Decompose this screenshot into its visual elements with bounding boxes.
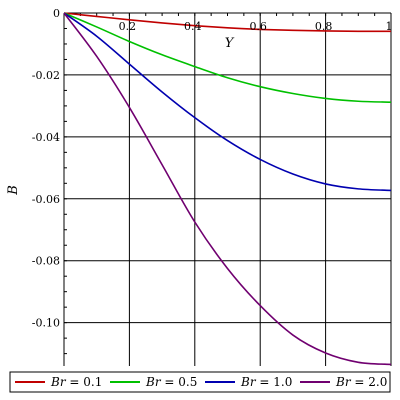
grid — [64, 12, 392, 366]
x-tick-label: 0.4 — [184, 20, 202, 33]
legend-box — [9, 371, 391, 393]
series-line — [63, 12, 392, 192]
legend-value: = 2.0 — [351, 375, 388, 389]
legend-entry: Br = 0.5 — [145, 375, 197, 389]
x-tick-label: 0.2 — [119, 20, 137, 33]
tick-labels: 0.2 0.4 0.6 0.8 1 0 -0.02 -0.04 -0.06 -0.08 -0.10 — [32, 7, 393, 330]
legend-value: = 1.0 — [256, 375, 293, 389]
y-axis-label: B — [6, 185, 21, 196]
legend: Br = 0.1 Br = 0.5 Br = 1.0 Br = 2.0 — [9, 371, 391, 393]
legend-entry: Br = 2.0 — [335, 375, 387, 389]
y-tick-label: -0.10 — [32, 317, 60, 330]
legend-entry: Br = 1.0 — [240, 375, 292, 389]
x-tick-label: 0.8 — [315, 20, 333, 33]
y-tick-label: 0 — [53, 7, 60, 20]
legend-entry: Br = 0.1 — [50, 375, 102, 389]
y-tick-label: -0.08 — [32, 255, 60, 268]
y-tick-label: -0.06 — [32, 193, 60, 206]
legend-value: = 0.1 — [66, 375, 103, 389]
x-tick-label: 0.6 — [249, 20, 267, 33]
legend-symbol: Br — [50, 375, 67, 389]
plot-area — [63, 12, 392, 366]
legend-symbol: Br — [335, 375, 352, 389]
x-axis-label: Y — [225, 36, 235, 51]
legend-symbol: Br — [240, 375, 257, 389]
series-line — [63, 12, 392, 103]
y-tick-label: -0.02 — [32, 69, 60, 82]
legend-symbol: Br — [145, 375, 162, 389]
plot-background — [64, 13, 391, 366]
series-line — [63, 12, 392, 366]
series-line — [63, 12, 392, 33]
y-tick-label: -0.04 — [32, 131, 60, 144]
legend-value: = 0.5 — [161, 375, 198, 389]
x-tick-label: 1 — [386, 20, 393, 33]
